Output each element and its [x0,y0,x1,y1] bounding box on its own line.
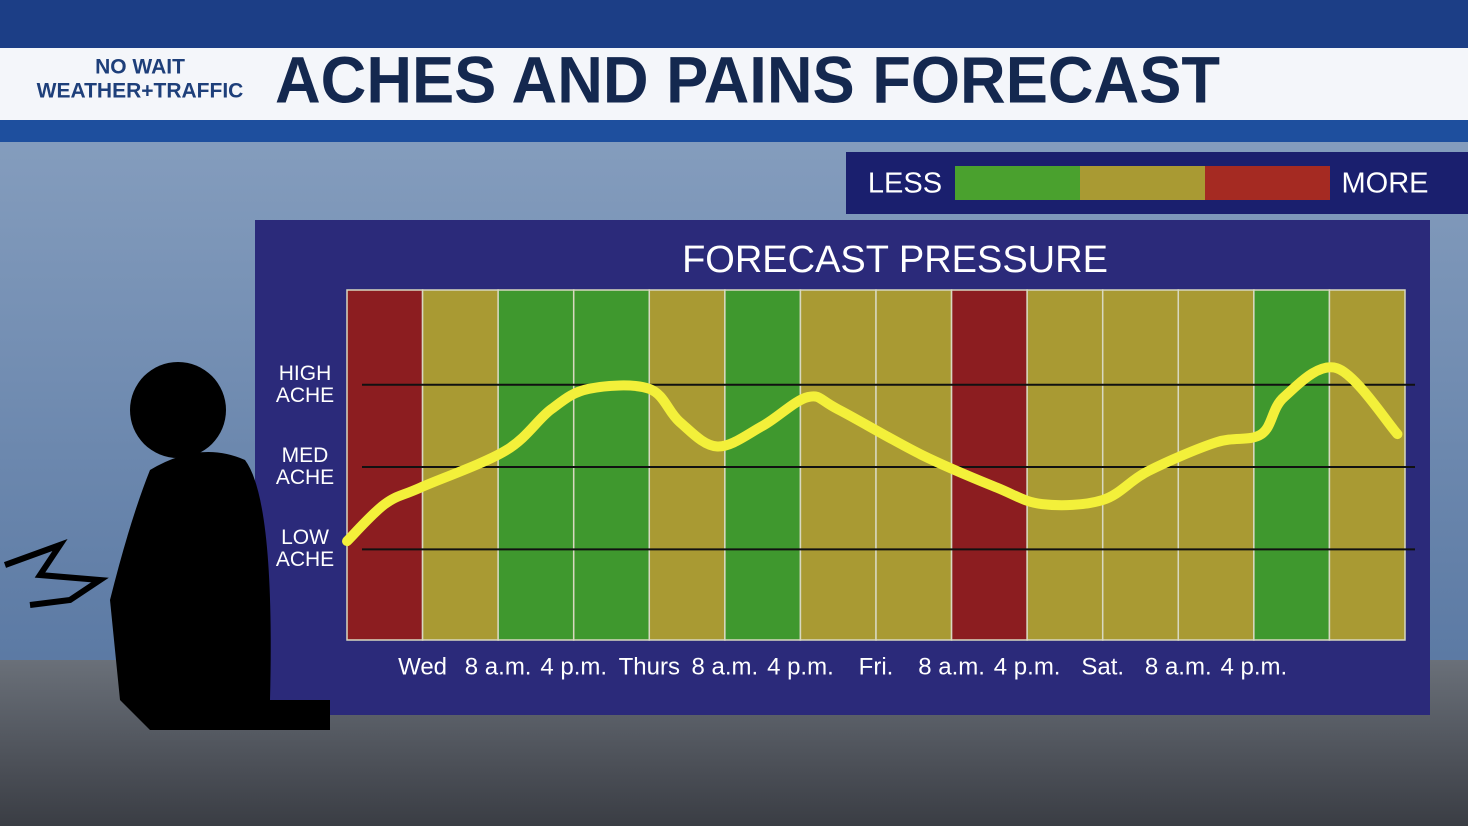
y-tick-label: LOW ACHE [275,526,335,572]
period-band [1177,289,1255,641]
period-band [648,289,726,641]
x-tick-label: 8 a.m. [918,653,985,680]
period-band [497,289,575,641]
period-band [346,289,424,641]
page-title: ACHES AND PAINS FORECAST [275,42,1220,116]
y-tick-label: MED ACHE [275,444,335,490]
x-tick-label: 8 a.m. [692,653,759,680]
period-band [724,289,802,641]
x-tick-label: 4 p.m. [540,653,607,680]
x-tick-label: 4 p.m. [1221,653,1288,680]
x-tick-label: Sat. [1081,653,1124,680]
x-tick-label: Fri. [859,653,894,680]
x-tick-label: 4 p.m. [994,653,1061,680]
period-band [799,289,877,641]
x-tick-label: Thurs [619,653,680,680]
legend-swatch [1205,166,1330,200]
brand: WEATHER+TRAFFIC [37,80,244,103]
y-tick-label: HIGH ACHE [275,361,335,407]
header-stripe [0,120,1468,142]
period-band [1328,289,1406,641]
legend-swatch [1080,166,1205,200]
x-tick-label: Wed [398,653,447,680]
x-tick-label: 4 p.m. [767,653,834,680]
legend-swatch [955,166,1080,200]
chart-title: FORECAST PRESSURE [682,239,1108,281]
period-band [1026,289,1104,641]
period-band [1253,289,1331,641]
x-tick-label: 8 a.m. [1145,653,1212,680]
header-bar [0,48,1468,120]
period-band [950,289,1028,641]
pressure-line [342,362,1403,547]
top-bar [0,0,1468,48]
period-band [572,289,651,641]
legend-label: MORE [1342,168,1429,200]
brand: NO WAIT [95,56,185,79]
x-tick-label: 8 a.m. [465,653,532,680]
legend-label: LESS [868,168,942,200]
person-icon [3,362,330,730]
